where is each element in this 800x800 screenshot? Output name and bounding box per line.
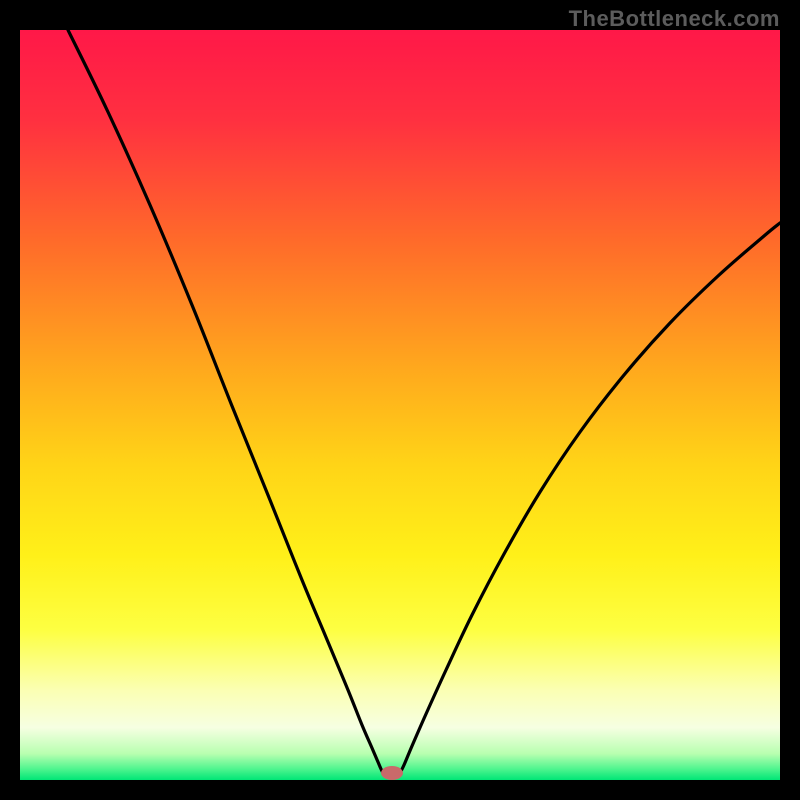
gradient-background (20, 30, 780, 780)
chart-svg (20, 30, 780, 780)
watermark-text: TheBottleneck.com (569, 6, 780, 32)
chart-frame: TheBottleneck.com (0, 0, 800, 800)
minimum-marker (381, 766, 403, 780)
plot-area (20, 30, 780, 780)
